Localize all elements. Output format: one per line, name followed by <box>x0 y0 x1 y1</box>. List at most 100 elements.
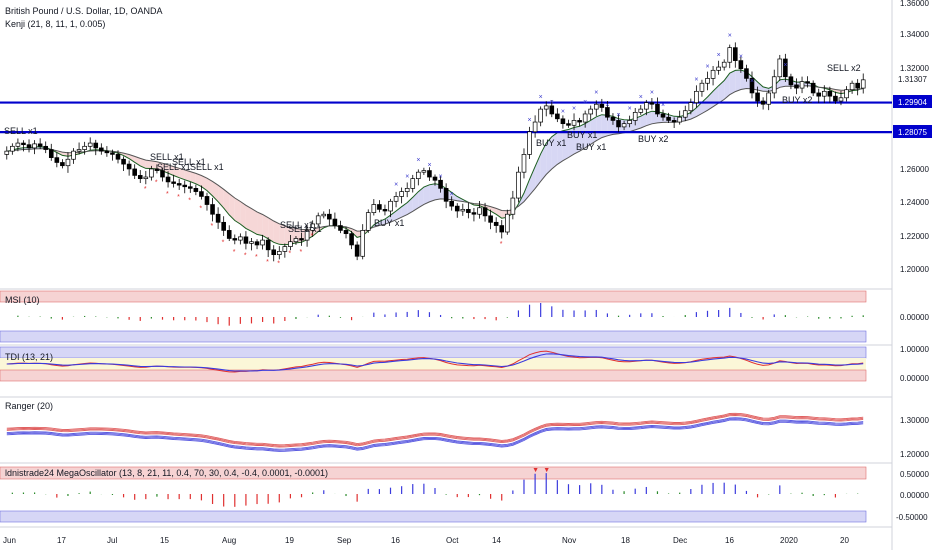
candle-body <box>104 150 110 154</box>
candle-body <box>199 191 204 197</box>
buy-marker: × <box>528 117 532 124</box>
candle-body <box>293 238 299 243</box>
candle-body <box>54 157 60 163</box>
band-segment <box>223 189 230 215</box>
band-segment <box>568 127 575 158</box>
buy-marker: × <box>439 173 443 180</box>
candle-body <box>4 150 10 155</box>
mega-tick-label: -0.50000 <box>896 513 928 522</box>
tdi-pane[interactable]: TDI (13, 21) 1.00000 0.00000 <box>0 345 929 383</box>
candle-body <box>644 102 649 110</box>
time-axis[interactable]: Jun 17 Jul 15 Aug 19 Sep 16 Oct 14 Nov 1… <box>3 536 849 545</box>
tdi-title: TDI (13, 21) <box>5 352 53 362</box>
band-segment <box>201 175 207 191</box>
time-tick-label: 20 <box>840 536 849 545</box>
pane-separators <box>0 0 893 550</box>
candle-body <box>65 158 71 167</box>
candle-body <box>566 123 571 126</box>
sell-marker: * <box>277 260 280 267</box>
candle-body <box>382 209 388 212</box>
sell-marker: * <box>233 249 236 256</box>
buy-marker: × <box>639 94 643 101</box>
candle-body <box>327 213 332 220</box>
candle-body <box>432 176 438 181</box>
band-segment <box>735 70 741 92</box>
candle-body <box>215 213 221 223</box>
band-segment <box>423 184 430 205</box>
candle-body <box>60 162 65 167</box>
candle-body <box>282 246 288 252</box>
candle-body <box>265 239 271 251</box>
band-segment <box>262 214 269 239</box>
support-resistance-levels <box>0 101 892 134</box>
candle-body <box>505 213 510 233</box>
candle-body <box>466 209 471 213</box>
band-segment <box>690 107 697 120</box>
ranger-tick-label: 1.30000 <box>900 416 929 425</box>
symbol-title: British Pound / U.S. Dollar, 1D, OANDA <box>5 6 163 16</box>
candle-body <box>254 241 260 246</box>
candle-body <box>221 221 226 231</box>
price-pane[interactable]: * * * * * * * * * * * * * * * * × × × × × × * × × × × × × × × × × × × × × × × ×… <box>0 33 892 268</box>
mega-sell-arrow: ▼ <box>532 467 539 474</box>
band-segment <box>757 81 764 92</box>
time-tick-label: 14 <box>492 536 501 545</box>
buy-label: BUY x1 <box>576 142 606 152</box>
candle-body <box>766 92 771 105</box>
sell-marker: * <box>266 259 269 266</box>
candle-body <box>532 121 538 133</box>
band-segment <box>562 129 569 161</box>
band-segment <box>218 185 224 209</box>
time-tick-label: 16 <box>391 536 400 545</box>
candle-body <box>660 113 666 118</box>
ranger-upper-line <box>6 412 864 446</box>
ranger-pane[interactable]: Ranger (20) 1.30000 1.20000 <box>5 401 929 459</box>
candle-body <box>621 123 627 128</box>
candle-body <box>783 58 788 78</box>
candle-body <box>427 170 432 178</box>
buy-marker: × <box>416 157 420 164</box>
tdi-tick-label: 1.00000 <box>900 345 929 354</box>
candle-body <box>43 145 49 150</box>
band-segment <box>284 225 291 245</box>
time-tick-label: 17 <box>57 536 66 545</box>
ranger-lines <box>6 412 864 452</box>
band-segment <box>429 183 435 202</box>
candle-body <box>321 213 327 217</box>
band-segment <box>601 114 608 138</box>
buy-marker: × <box>394 181 398 188</box>
candle-body <box>810 82 816 94</box>
ranger-upper-line <box>6 415 864 448</box>
band-segment <box>596 114 602 141</box>
msi-pane[interactable]: MSI (10) 0.00000 <box>0 290 929 343</box>
band-segment <box>418 187 424 208</box>
mega-sell-arrow: ▼ <box>543 467 550 474</box>
band-segment <box>490 206 497 215</box>
candles[interactable] <box>4 42 866 262</box>
candle-body <box>410 178 416 189</box>
candle-body <box>304 230 310 241</box>
candle-body <box>171 181 176 184</box>
megaoscillator-pane[interactable]: ▼ ▼ ldnistrade24 MegaOscillator (13, 8, 2… <box>0 466 929 523</box>
candle-body <box>443 188 449 202</box>
sell-label: SELL x1 <box>280 220 314 230</box>
buy-label: BUY x1 <box>374 218 404 228</box>
band-segment <box>390 210 397 223</box>
candle-body <box>21 142 26 146</box>
candle-body <box>588 108 594 115</box>
candle-body <box>471 212 477 215</box>
candle-body <box>26 144 32 149</box>
band-segment <box>529 166 536 196</box>
time-tick-label: 15 <box>160 536 169 545</box>
sell-label: SELL x1 <box>4 126 38 136</box>
candle-body <box>671 120 677 123</box>
candle-body <box>677 116 682 123</box>
ranger-upper-line <box>6 413 864 447</box>
candle-body <box>460 209 466 212</box>
candle-body <box>844 89 849 99</box>
candle-body <box>799 81 805 89</box>
band-segment <box>640 113 647 129</box>
time-tick-label: Oct <box>446 536 459 545</box>
buy-marker: × <box>450 191 454 198</box>
